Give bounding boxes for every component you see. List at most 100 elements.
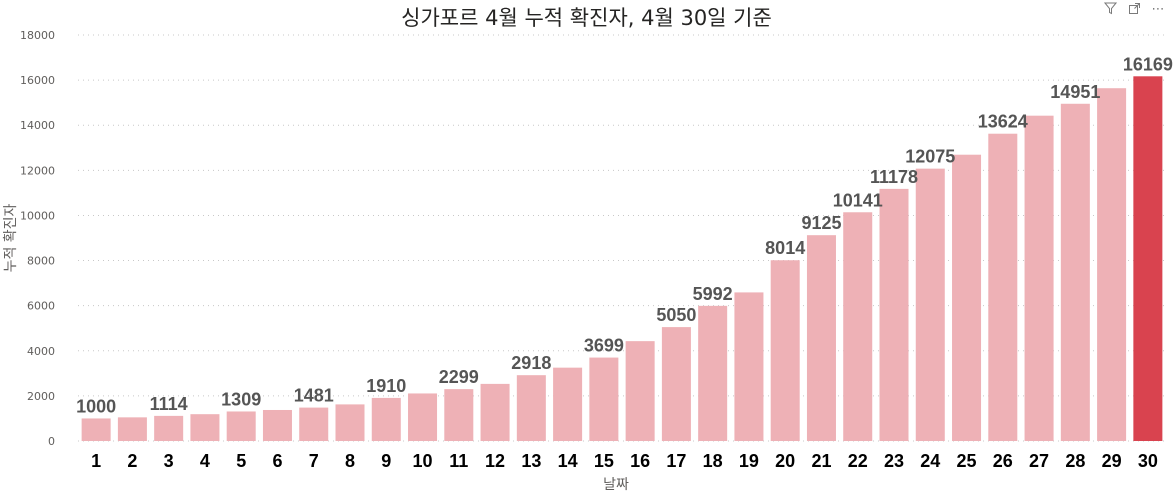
bar-5[interactable]: [226, 411, 256, 441]
bar-15[interactable]: [589, 357, 619, 441]
data-label: 1114: [150, 394, 188, 414]
bar-14[interactable]: [553, 367, 583, 441]
bar-26[interactable]: [988, 133, 1018, 441]
x-tick-label: 30: [1138, 451, 1158, 471]
data-label: 14951: [1050, 82, 1100, 102]
bar-18[interactable]: [698, 305, 728, 441]
x-tick-label: 29: [1102, 451, 1122, 471]
bar-23[interactable]: [879, 188, 909, 441]
bar-13[interactable]: [516, 375, 546, 441]
x-tick-label: 3: [164, 451, 174, 471]
x-tick-label: 25: [957, 451, 977, 471]
data-label: 5992: [693, 284, 733, 304]
bar-29[interactable]: [1097, 88, 1127, 441]
data-label: 8014: [765, 238, 805, 258]
bars: [81, 76, 1163, 442]
x-tick-label: 19: [739, 451, 759, 471]
x-tick-label: 11: [449, 451, 468, 471]
x-tick-label: 17: [666, 451, 686, 471]
x-tick-label: 8: [345, 451, 355, 471]
x-tick-label: 5: [236, 451, 246, 471]
bar-10[interactable]: [408, 393, 438, 441]
x-tick-label: 20: [775, 451, 795, 471]
bar-25[interactable]: [952, 154, 982, 441]
x-tick-label: 9: [381, 451, 391, 471]
y-tick-label: 0: [48, 435, 55, 448]
data-labels: 1000 1114 1309 1481 1910 2299 2918 3699 50505992…: [76, 54, 1173, 416]
x-tick-label: 13: [521, 451, 541, 471]
bar-19[interactable]: [734, 292, 764, 441]
y-tick-label: 14000: [20, 119, 55, 132]
data-label: 11178: [870, 167, 918, 187]
bar-7[interactable]: [299, 407, 329, 441]
data-label: 1910: [366, 376, 406, 396]
x-tick-label: 15: [594, 451, 614, 471]
y-tick-label: 2000: [27, 390, 55, 403]
x-axis-ticks: 1 2 3 4 5 6 7 8 9 10 11 12 13 14 15 16 17 18 19 20 21 22 23 24 2…: [91, 451, 1158, 471]
bar-4[interactable]: [190, 414, 220, 441]
x-tick-label: 24: [920, 451, 940, 471]
data-label: 16169: [1123, 54, 1173, 74]
x-tick-label: 26: [993, 451, 1013, 471]
x-tick-label: 22: [848, 451, 868, 471]
y-tick-label: 12000: [20, 164, 55, 177]
bar-11[interactable]: [444, 389, 474, 441]
bar-2[interactable]: [117, 417, 147, 441]
bar-24[interactable]: [915, 168, 945, 441]
more-options-icon[interactable]: ⋯: [1151, 2, 1165, 17]
bar-8[interactable]: [335, 404, 365, 441]
bar-28[interactable]: [1060, 103, 1090, 442]
x-tick-label: 7: [309, 451, 319, 471]
y-tick-label: 18000: [20, 29, 55, 42]
data-label: 9125: [801, 213, 841, 233]
x-tick-label: 16: [630, 451, 650, 471]
x-tick-label: 18: [703, 451, 723, 471]
data-label: 13624: [978, 112, 1028, 132]
bar-21[interactable]: [806, 235, 836, 441]
x-tick-label: 2: [127, 451, 137, 471]
focus-mode-icon[interactable]: [1127, 2, 1141, 19]
chart-title: 싱가포르 4월 누적 확진자, 4월 30일 기준: [401, 6, 772, 30]
x-tick-label: 28: [1065, 451, 1085, 471]
x-tick-label: 12: [485, 451, 505, 471]
x-tick-label: 1: [91, 451, 101, 471]
bar-6[interactable]: [262, 409, 292, 441]
bar-16[interactable]: [625, 341, 655, 441]
bar-9[interactable]: [371, 397, 401, 441]
y-axis-ticks: 0 2000 4000 6000 8000 10000 12000 14000 16000 180…: [20, 29, 55, 448]
bar-1[interactable]: [81, 418, 111, 441]
bar-22[interactable]: [843, 212, 873, 441]
x-tick-label: 27: [1029, 451, 1049, 471]
bar-12[interactable]: [480, 383, 510, 441]
x-tick-label: 10: [413, 451, 433, 471]
y-axis-title: 누적 확진자: [3, 203, 19, 272]
bar-30[interactable]: [1133, 76, 1163, 441]
y-tick-label: 6000: [27, 300, 55, 313]
x-axis-title: 날짜: [603, 477, 629, 493]
y-tick-label: 4000: [27, 345, 55, 358]
data-label: 1309: [221, 389, 261, 409]
y-tick-label: 16000: [20, 74, 55, 87]
filter-icon[interactable]: [1103, 2, 1117, 19]
x-tick-label: 23: [884, 451, 904, 471]
bar-27[interactable]: [1024, 115, 1054, 442]
data-label: 10141: [833, 190, 883, 210]
bar-17[interactable]: [661, 327, 691, 441]
data-label: 1000: [76, 396, 116, 416]
data-label: 1481: [294, 386, 334, 406]
y-tick-label: 10000: [20, 209, 55, 222]
bar-3[interactable]: [154, 415, 184, 441]
data-label: 3699: [584, 336, 624, 356]
x-tick-label: 21: [811, 451, 831, 471]
x-tick-label: 4: [200, 451, 210, 471]
bar-20[interactable]: [770, 260, 800, 441]
visual-toolbar: ⋯: [1103, 2, 1165, 19]
x-tick-label: 14: [558, 451, 578, 471]
data-label: 2918: [511, 353, 551, 373]
y-tick-label: 8000: [27, 255, 55, 268]
data-label: 5050: [656, 305, 696, 325]
x-tick-label: 6: [272, 451, 282, 471]
data-label: 12075: [905, 147, 955, 167]
data-label: 2299: [439, 367, 479, 387]
